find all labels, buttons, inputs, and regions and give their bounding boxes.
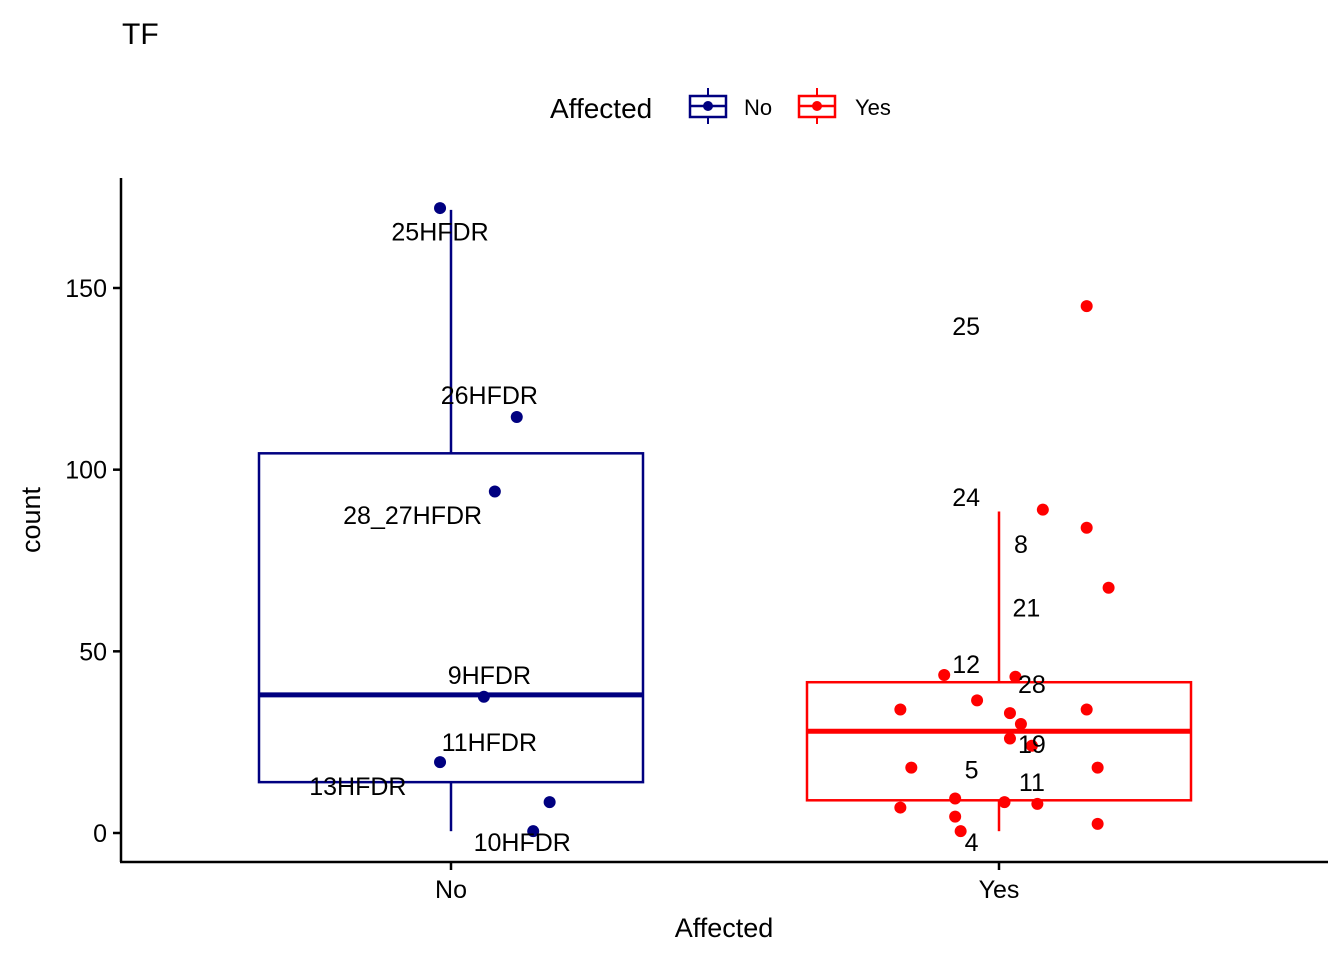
chart-title: TF: [122, 18, 159, 51]
data-point-yes: [1003, 732, 1016, 745]
data-point-no: [434, 202, 447, 215]
data-point-yes: [1003, 707, 1016, 720]
data-point-yes: [894, 703, 907, 716]
point-label-no: 13HFDR: [309, 773, 406, 801]
data-point-no: [488, 485, 501, 498]
data-point-no: [543, 796, 556, 809]
data-point-yes: [1091, 817, 1104, 830]
data-point-no: [527, 825, 540, 838]
box-yes: [805, 680, 1193, 802]
point-label-yes: 25: [952, 313, 980, 341]
point-label-yes: 19: [1018, 731, 1046, 759]
legend-label-no: No: [744, 95, 772, 120]
x-tick-label: Yes: [979, 876, 1020, 904]
data-point-yes: [1036, 503, 1049, 516]
data-point-yes: [998, 796, 1011, 809]
data-point-yes: [1014, 718, 1027, 730]
legend-key-no: [688, 88, 728, 124]
point-label-yes: 11: [1019, 769, 1045, 797]
legend-title: Affected: [550, 93, 652, 124]
legend-label-yes: Yes: [855, 95, 891, 120]
data-point-yes: [1091, 761, 1104, 774]
legend: Affected No Yes: [550, 88, 891, 124]
x-axis-label: Affected: [675, 913, 774, 943]
point-label-yes: 12: [952, 651, 980, 679]
point-label-no: 9HFDR: [448, 662, 531, 690]
data-point-yes: [1025, 739, 1038, 752]
data-point-no: [510, 410, 523, 423]
data-point-yes: [1009, 670, 1022, 683]
x-tick-label: No: [435, 876, 467, 904]
point-label-yes: 5: [965, 756, 979, 784]
data-point-yes: [949, 810, 962, 823]
point-label-yes: 24: [952, 484, 980, 512]
data-point-yes: [1080, 703, 1093, 716]
data-point-yes: [1080, 300, 1093, 313]
data-point-no: [434, 756, 447, 769]
point-label-yes: 21: [1012, 595, 1040, 623]
data-point-yes: [1080, 521, 1093, 534]
data-point-yes: [954, 825, 967, 838]
axes: 0 50 100 150 No Yes: [65, 178, 1328, 904]
y-axis-label: count: [16, 486, 46, 553]
y-tick-label: 50: [79, 638, 107, 666]
data-point-yes: [894, 801, 907, 814]
point-label-no: 10HFDR: [474, 829, 571, 857]
y-tick-label: 0: [93, 820, 107, 848]
y-tick-label: 150: [65, 275, 107, 303]
legend-key-yes: [797, 88, 837, 124]
point-label-no: 25HFDR: [391, 219, 488, 247]
data-point-yes: [949, 792, 962, 805]
data-point-yes: [905, 761, 918, 774]
data-point-yes: [938, 668, 951, 681]
point-label-no: 26HFDR: [441, 382, 538, 410]
data-point-yes: [971, 694, 984, 707]
point-label-yes: 28: [1018, 671, 1046, 699]
point-label-yes: 8: [1014, 531, 1028, 559]
data-point-yes: [1031, 797, 1044, 810]
box-no: [257, 452, 645, 784]
data-point-no: [477, 690, 490, 703]
point-label-no: 11HFDR: [442, 729, 537, 757]
point-label-yes: 4: [965, 829, 979, 857]
plot-area: 25HFDR 26HFDR 28_27HFDR 9HFDR 11HFDR 13HFDR 10…: [257, 202, 1193, 857]
y-tick-label: 100: [65, 457, 107, 485]
point-label-no: 28_27HFDR: [343, 502, 482, 530]
data-point-yes: [1102, 581, 1115, 594]
